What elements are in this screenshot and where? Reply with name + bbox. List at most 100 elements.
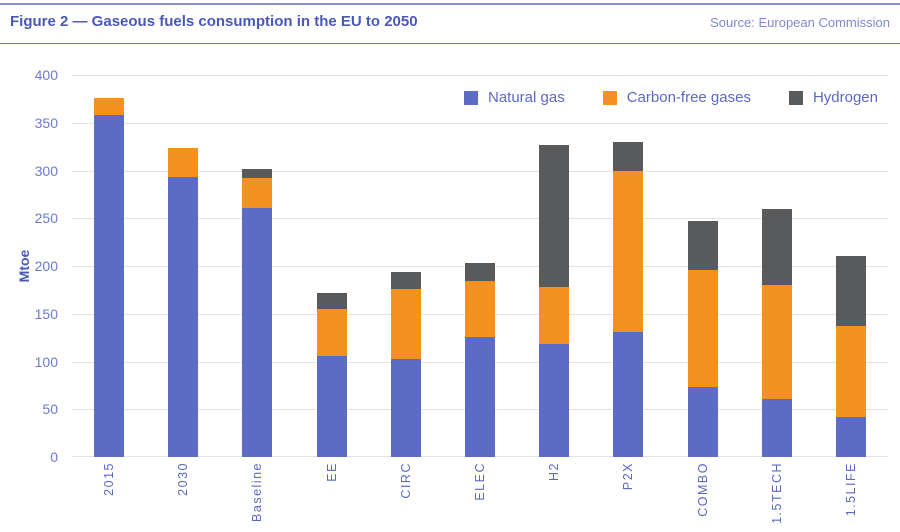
bar-column-p2x	[591, 75, 665, 457]
bar-segment-hydrogen-circ	[390, 271, 421, 289]
legend-label-hydrogen: Hydrogen	[812, 89, 878, 106]
bar-segment-carbon-free-gases-baseline	[242, 178, 273, 208]
x-label-cell-ee: EE	[295, 462, 369, 530]
x-label-ee: EE	[324, 462, 339, 482]
bar-segment-natural-gas-elec	[465, 336, 496, 457]
gridline-250	[72, 218, 888, 220]
x-label-p2x: P2X	[621, 462, 636, 491]
x-label-h2: H2	[547, 462, 562, 481]
bars-container	[72, 75, 888, 457]
x-label-cell-baseline: Baseline	[220, 462, 294, 530]
bar-column-2030	[146, 75, 220, 457]
bar-column-baseline	[220, 75, 294, 457]
x-label-2015: 2015	[102, 462, 117, 496]
bar-segment-natural-gas-ee	[316, 355, 347, 457]
x-label-cell-p2x: P2X	[591, 462, 665, 530]
top-rule	[0, 3, 900, 5]
source-label: Source: European Commission	[710, 15, 890, 30]
y-tick-label-50: 50	[42, 401, 58, 418]
bar-segment-hydrogen-h2	[539, 144, 570, 288]
x-label-2030: 2030	[176, 462, 191, 496]
legend-label-natural-gas: Natural gas	[488, 89, 565, 106]
bar-segment-natural-gas-1-5life	[835, 416, 866, 457]
bar-segment-carbon-free-gases-elec	[465, 281, 496, 337]
bar-segment-hydrogen-baseline	[242, 168, 273, 179]
bar-column-h2	[517, 75, 591, 457]
gridline-350	[72, 122, 888, 124]
bar-column-ee	[295, 75, 369, 457]
bar-segment-hydrogen-1-5tech	[761, 208, 792, 286]
bar-column-combo	[666, 75, 740, 457]
x-label-combo: COMBO	[695, 462, 710, 517]
bar-segment-carbon-free-gases-circ	[390, 288, 421, 359]
bar-segment-carbon-free-gases-2030	[168, 147, 199, 178]
y-tick-label-350: 350	[34, 114, 58, 131]
bar-segment-carbon-free-gases-h2	[539, 287, 570, 345]
x-label-cell-circ: CIRC	[369, 462, 443, 530]
bar-segment-carbon-free-gases-2015	[94, 97, 125, 116]
bar-segment-hydrogen-1-5life	[835, 256, 866, 327]
bar-segment-natural-gas-combo	[687, 387, 718, 457]
bar-segment-hydrogen-p2x	[613, 141, 644, 171]
header-rule	[0, 43, 900, 44]
figure-title: Figure 2 — Gaseous fuels consumption in …	[10, 13, 418, 30]
x-label-1-5life: 1.5LIFE	[843, 462, 858, 517]
x-label-cell-h2: H2	[517, 462, 591, 530]
x-label-elec: ELEC	[473, 462, 488, 501]
legend: Natural gas Carbon-free gases Hydrogen	[464, 89, 878, 106]
bar-h2	[539, 144, 570, 457]
x-label-cell-1-5tech: 1.5TECH	[740, 462, 814, 530]
bar-ee	[316, 292, 347, 457]
bar-column-1-5life	[814, 75, 888, 457]
bar-combo	[687, 221, 718, 457]
x-label-circ: CIRC	[398, 462, 413, 499]
bar-segment-hydrogen-elec	[465, 263, 496, 282]
x-label-cell-2015: 2015	[72, 462, 146, 530]
bar-segment-carbon-free-gases-1-5life	[835, 326, 866, 417]
y-tick-label-300: 300	[34, 162, 58, 179]
bar-elec	[465, 263, 496, 457]
bar-segment-natural-gas-baseline	[242, 207, 273, 457]
gridline-300	[72, 170, 888, 172]
x-label-cell-combo: COMBO	[666, 462, 740, 530]
bar-1-5tech	[761, 208, 792, 457]
x-label-cell-1-5life: 1.5LIFE	[814, 462, 888, 530]
y-tick-label-100: 100	[34, 353, 58, 370]
y-tick-label-0: 0	[50, 449, 58, 465]
bar-circ	[390, 271, 421, 457]
y-tick-label-150: 150	[34, 305, 58, 322]
bar-2015	[94, 97, 125, 457]
x-axis-labels: 2015 2030 Baseline EE CIRC ELEC H2 P2X COMBO 1.5T…	[72, 462, 888, 530]
bar-segment-hydrogen-combo	[687, 221, 718, 270]
bar-2030	[168, 147, 199, 457]
plot-area: Natural gas Carbon-free gases Hydrogen	[72, 75, 888, 457]
bar-p2x	[613, 141, 644, 457]
bar-segment-natural-gas-2030	[168, 177, 199, 457]
x-label-cell-2030: 2030	[146, 462, 220, 530]
bar-segment-natural-gas-p2x	[613, 331, 644, 457]
legend-item-carbon-free-gases: Carbon-free gases	[602, 89, 751, 106]
legend-swatch-natural-gas	[464, 90, 478, 105]
legend-item-hydrogen: Hydrogen	[788, 89, 878, 106]
y-tick-label-200: 200	[34, 258, 58, 274]
x-label-cell-elec: ELEC	[443, 462, 517, 530]
bar-segment-natural-gas-h2	[539, 344, 570, 457]
x-label-baseline: Baseline	[250, 462, 265, 522]
bar-column-elec	[443, 75, 517, 457]
legend-label-carbon-free-gases: Carbon-free gases	[626, 89, 751, 106]
y-tick-label-400: 400	[34, 67, 58, 83]
bar-segment-natural-gas-1-5tech	[761, 398, 792, 457]
x-label-1-5tech: 1.5TECH	[769, 462, 784, 524]
bar-column-1-5tech	[740, 75, 814, 457]
bar-segment-carbon-free-gases-1-5tech	[761, 285, 792, 399]
bar-segment-hydrogen-ee	[316, 292, 347, 309]
bar-column-circ	[369, 75, 443, 457]
legend-item-natural-gas: Natural gas	[464, 89, 565, 106]
gridline-400	[72, 75, 888, 76]
bar-segment-carbon-free-gases-combo	[687, 269, 718, 388]
y-tick-label-250: 250	[34, 210, 58, 227]
bar-segment-carbon-free-gases-ee	[316, 309, 347, 356]
legend-swatch-hydrogen	[788, 90, 803, 105]
bar-segment-natural-gas-circ	[390, 358, 421, 457]
